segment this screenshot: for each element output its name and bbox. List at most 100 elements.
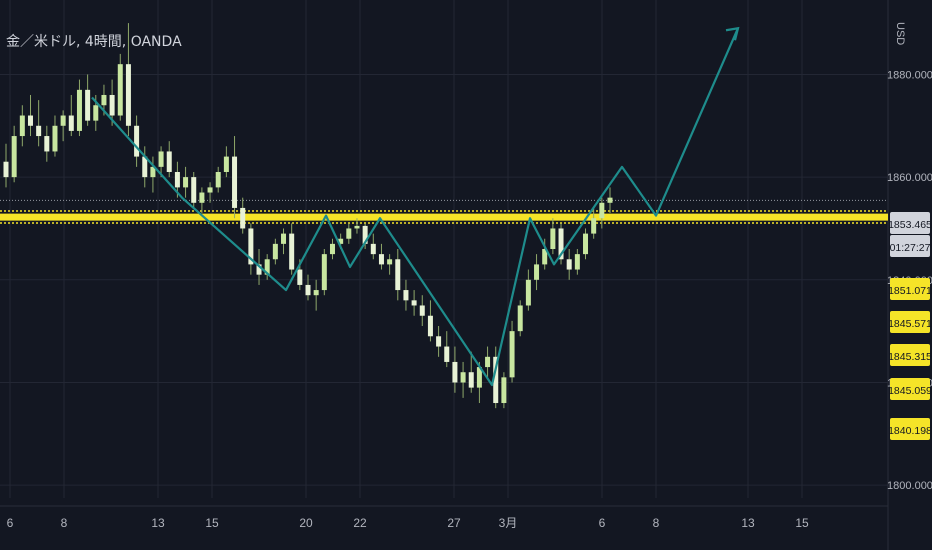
candle-body bbox=[223, 156, 229, 172]
x-tick-label-3: 15 bbox=[205, 516, 219, 530]
price-tag-label-4: 1845.315 bbox=[888, 351, 932, 363]
price-tag-bg-3 bbox=[890, 311, 930, 333]
candle-body bbox=[207, 187, 213, 193]
candle-body bbox=[93, 105, 99, 121]
candle-body bbox=[468, 372, 474, 388]
candle-body bbox=[44, 136, 50, 152]
candle-body bbox=[485, 356, 491, 368]
candle-body bbox=[436, 336, 442, 347]
candle-body bbox=[583, 233, 589, 255]
y-tick-label-1860: 1860.000 bbox=[887, 172, 932, 184]
currency-label: USD bbox=[894, 22, 906, 46]
candle-body bbox=[117, 64, 123, 116]
candle-body bbox=[281, 233, 287, 244]
candle-body bbox=[166, 151, 172, 172]
candle-body bbox=[264, 259, 270, 275]
x-tick-label-8: 6 bbox=[599, 516, 606, 530]
candle-body bbox=[354, 225, 360, 229]
candle-body bbox=[395, 259, 401, 291]
candle-body bbox=[501, 377, 507, 404]
candle-body bbox=[313, 290, 319, 296]
candle-body bbox=[370, 243, 376, 255]
candle-body bbox=[346, 228, 352, 239]
candle-body bbox=[525, 279, 531, 306]
projection-arrowhead bbox=[725, 26, 740, 41]
candle-body bbox=[321, 254, 327, 291]
price-tag-label-5: 1845.059 bbox=[888, 385, 932, 397]
price-tag-bg-4 bbox=[890, 344, 930, 366]
candle-body bbox=[199, 192, 205, 203]
candle-body bbox=[27, 115, 33, 126]
price-tag-label-6: 1840.198 bbox=[888, 425, 932, 437]
candle-body bbox=[550, 228, 556, 249]
price-tag-label-2: 1851.071 bbox=[888, 285, 932, 297]
candle-body bbox=[411, 300, 417, 306]
candle-body bbox=[574, 254, 580, 270]
candle-body bbox=[232, 156, 238, 208]
candle-body bbox=[158, 151, 164, 167]
candle-body bbox=[272, 243, 278, 260]
projection-path bbox=[91, 27, 740, 387]
x-tick-label-9: 8 bbox=[653, 516, 660, 530]
candle-body bbox=[509, 331, 515, 378]
x-tick-label-0: 6 bbox=[7, 516, 14, 530]
candle-body bbox=[542, 249, 548, 265]
candle-body bbox=[419, 305, 425, 316]
candle-body bbox=[183, 177, 189, 188]
candle-body bbox=[60, 115, 66, 126]
y-tick-label-1800: 1800.000 bbox=[887, 480, 932, 492]
candle-body bbox=[248, 228, 254, 265]
candle-body bbox=[476, 367, 482, 388]
candle-body bbox=[134, 125, 140, 157]
candle-body bbox=[68, 115, 74, 131]
candle-body bbox=[329, 243, 335, 255]
candle-body bbox=[387, 259, 393, 265]
candle-body bbox=[305, 284, 311, 296]
candle-body bbox=[3, 161, 9, 178]
symbol-title: 金／米ドル, 4時間, OANDA bbox=[6, 34, 182, 50]
candle-body bbox=[297, 269, 303, 285]
candle-body bbox=[289, 233, 295, 270]
x-tick-label-7: 3月 bbox=[499, 516, 518, 530]
candle-body bbox=[52, 125, 58, 152]
price-tag-bg-1 bbox=[890, 235, 930, 257]
candle-body bbox=[591, 218, 597, 234]
price-tag-bg-2 bbox=[890, 278, 930, 300]
price-tag-bg-0 bbox=[890, 212, 930, 234]
candle-body bbox=[493, 356, 499, 404]
candle-body bbox=[427, 315, 433, 337]
candle-body bbox=[517, 305, 523, 332]
price-tag-label-0: 1853.465 bbox=[888, 219, 932, 231]
price-tag-bg-6 bbox=[890, 418, 930, 440]
candle-body bbox=[607, 197, 613, 203]
candle-body bbox=[109, 94, 115, 116]
x-tick-label-11: 15 bbox=[795, 516, 809, 530]
candle-body bbox=[101, 94, 107, 106]
candle-body bbox=[125, 64, 131, 126]
x-tick-label-1: 8 bbox=[61, 516, 68, 530]
y-tick-label-1880: 1880.000 bbox=[887, 69, 932, 81]
candle-body bbox=[142, 156, 148, 178]
x-tick-label-6: 27 bbox=[447, 516, 461, 530]
x-tick-label-10: 13 bbox=[741, 516, 755, 530]
candle-body bbox=[452, 361, 458, 383]
price-tag-label-1: 01:27:27 bbox=[890, 242, 931, 254]
candle-body bbox=[338, 238, 344, 244]
price-tag-bg-5 bbox=[890, 378, 930, 400]
candle-body bbox=[460, 372, 466, 383]
candle-body bbox=[599, 202, 605, 219]
candle-body bbox=[215, 171, 221, 188]
candle-body bbox=[36, 125, 42, 137]
candle-body bbox=[11, 136, 17, 178]
candle-body bbox=[19, 115, 25, 137]
x-tick-label-4: 20 bbox=[299, 516, 313, 530]
candle-body bbox=[85, 89, 91, 121]
candle-body bbox=[174, 171, 180, 188]
candle-body bbox=[191, 177, 197, 203]
candle-body bbox=[534, 264, 540, 280]
candle-body bbox=[256, 264, 262, 275]
candle-body bbox=[362, 225, 368, 244]
x-tick-label-5: 22 bbox=[353, 516, 367, 530]
